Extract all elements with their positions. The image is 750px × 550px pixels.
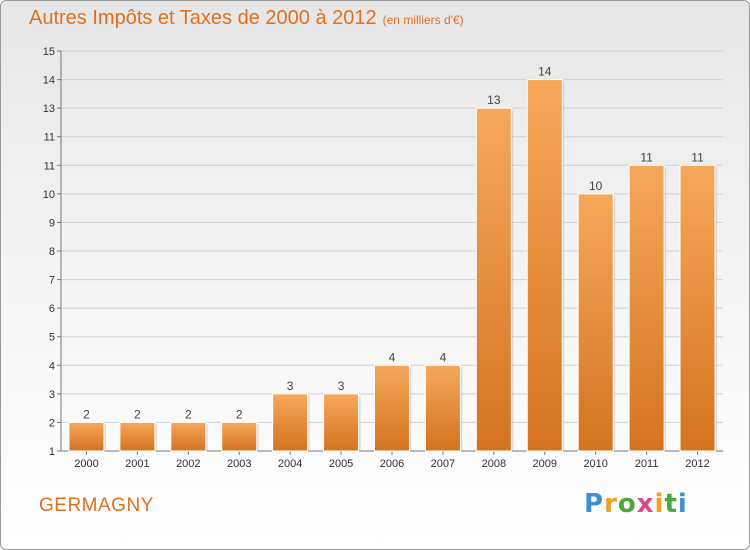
x-tick-label: 2011 <box>635 458 659 470</box>
y-tick-label: 8 <box>49 246 55 258</box>
value-label: 3 <box>338 379 345 393</box>
bar-2005 <box>323 393 360 452</box>
y-tick-label: 1 <box>49 446 55 458</box>
commune-name: GERMAGNY <box>39 495 154 516</box>
value-label: 10 <box>589 179 603 193</box>
chart-subtitle: (en milliers d'€) <box>382 13 464 27</box>
proxiti-logo: Proxiti <box>584 489 688 519</box>
bar-2002 <box>170 421 207 452</box>
y-tick-label: 15 <box>43 46 55 58</box>
bar-2008 <box>475 107 512 452</box>
bar-2012 <box>679 164 716 452</box>
bars <box>68 79 718 452</box>
value-label: 4 <box>440 350 447 364</box>
y-tick-label: 11 <box>44 160 55 172</box>
y-tick-label: 6 <box>49 303 55 315</box>
x-tick-label: 2004 <box>278 458 302 470</box>
value-label: 2 <box>236 407 243 421</box>
labels: 2000 2 2001 2 2002 2 2003 2 2004 3 2005 3 2006 4 2007 4… <box>74 65 710 470</box>
y-tick-label: 9 <box>49 217 55 229</box>
bar-2001 <box>119 421 156 452</box>
y-tick-label: 5 <box>49 332 55 344</box>
y-tick-label: 13 <box>43 103 55 115</box>
x-tick-label: 2008 <box>482 458 506 470</box>
bar-2003 <box>221 421 258 452</box>
value-label: 13 <box>487 93 501 107</box>
x-tick-label: 2009 <box>533 458 557 470</box>
x-tick-label: 2003 <box>227 458 251 470</box>
value-label: 14 <box>538 65 552 79</box>
value-label: 11 <box>640 150 653 164</box>
bar-2010 <box>577 193 614 452</box>
x-tick-label: 2012 <box>685 458 709 470</box>
y-tick-label: 2 <box>49 417 55 429</box>
y-tick-label: 4 <box>49 360 55 372</box>
x-tick-label: 2006 <box>380 458 404 470</box>
chart-title: Autres Impôts et Taxes de 2000 à 2012 (en… <box>29 7 464 30</box>
y-tick-label: 11 <box>44 132 55 144</box>
value-label: 4 <box>389 350 396 364</box>
bar-2000 <box>68 421 105 452</box>
y-tick-label: 3 <box>49 389 55 401</box>
bar-2004 <box>272 393 309 452</box>
bar-2011 <box>628 164 665 452</box>
value-label: 2 <box>83 407 90 421</box>
x-tick-label: 2001 <box>125 458 149 470</box>
x-tick-label: 2007 <box>431 458 455 470</box>
bar-2006 <box>374 364 410 452</box>
value-label: 2 <box>185 407 192 421</box>
x-tick-label: 2005 <box>329 458 353 470</box>
x-tick-label: 2002 <box>176 458 200 470</box>
value-label: 3 <box>287 379 294 393</box>
value-label: 11 <box>691 150 704 164</box>
x-tick-label: 2010 <box>583 458 607 470</box>
y-tick-label: 14 <box>43 75 55 87</box>
bar-2007 <box>424 364 461 452</box>
x-tick-label: 2000 <box>74 458 98 470</box>
y-tick-label: 10 <box>43 189 55 201</box>
value-label: 2 <box>134 407 141 421</box>
chart-title-text: Autres Impôts et Taxes de 2000 à 2012 <box>29 7 377 29</box>
bar-2009 <box>526 79 563 452</box>
y-tick-label: 7 <box>49 275 55 287</box>
